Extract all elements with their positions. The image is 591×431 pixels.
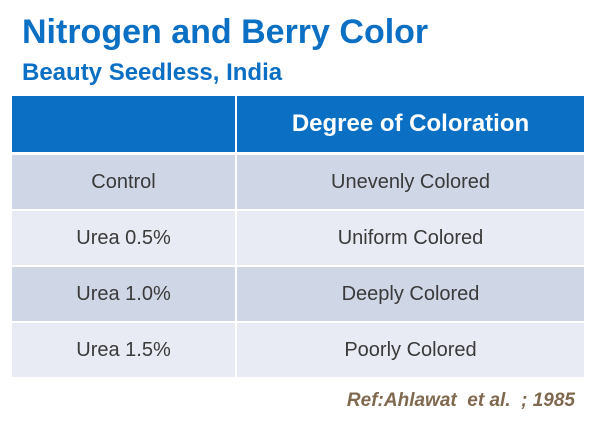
table-row: Urea 1.0% Deeply Colored	[12, 265, 584, 322]
treatment-cell: Control	[12, 152, 236, 210]
table-row: Control Unevenly Colored	[12, 152, 584, 210]
header-cell-coloration: Degree of Coloration	[235, 96, 584, 154]
slide-title: Nitrogen and Berry Color	[22, 13, 429, 51]
treatment-cell: Urea 0.5%	[12, 209, 236, 266]
table-row: Urea 0.5% Uniform Colored	[12, 209, 584, 266]
table-row: Urea 1.5% Poorly Colored	[12, 321, 584, 377]
header-cell-treatment	[12, 96, 236, 154]
treatment-cell: Urea 1.5%	[12, 321, 236, 377]
coloration-cell: Unevenly Colored	[235, 152, 584, 210]
treatment-cell: Urea 1.0%	[12, 265, 236, 322]
coloration-cell: Uniform Colored	[235, 209, 584, 266]
slide-subtitle: Beauty Seedless, India	[22, 59, 283, 86]
coloration-cell: Poorly Colored	[235, 321, 584, 377]
reference-citation: Ref:Ahlawat et al. ; 1985	[346, 390, 575, 411]
table-header-row: Degree of Coloration	[12, 96, 584, 154]
coloration-cell: Deeply Colored	[235, 265, 584, 322]
coloration-table: Degree of Coloration Control Unevenly Co…	[12, 96, 584, 377]
